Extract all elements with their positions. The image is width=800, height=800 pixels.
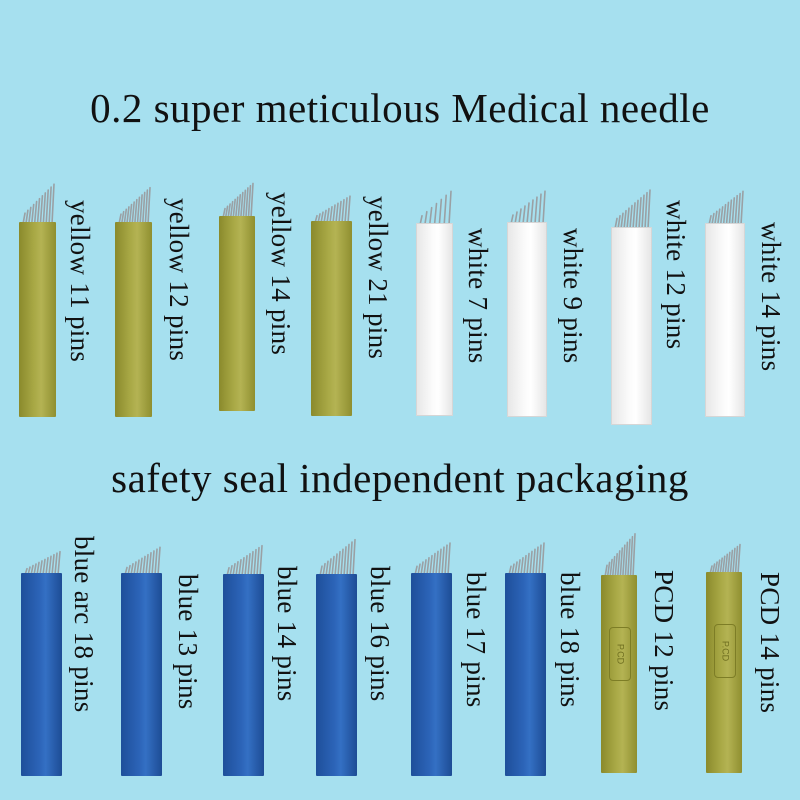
needle-body [507, 222, 547, 417]
needle-row2-1 [121, 543, 162, 776]
needle-label-row1-2: yellow 14 pins [266, 192, 296, 356]
needle-body [21, 573, 62, 776]
needle-label-row2-6: PCD 12 pins [649, 570, 679, 712]
needle-row1-3 [311, 192, 352, 416]
svg-text:P.CD: P.CD [616, 644, 626, 665]
needle-tip-icon [507, 186, 547, 225]
needle-body [19, 222, 56, 417]
needle-tip-icon [316, 534, 357, 577]
needle-tip-icon [219, 178, 255, 219]
needle-tip-icon [611, 184, 652, 230]
needle-label-row1-3: yellow 21 pins [363, 196, 393, 360]
needle-body [416, 223, 453, 416]
needle-body [316, 574, 357, 776]
needle-label-row2-3: blue 16 pins [365, 566, 395, 702]
needle-label-row1-4: white 7 pins [463, 228, 493, 364]
page-title: 0.2 super meticulous Medical needle [90, 85, 710, 131]
needle-body [505, 573, 546, 776]
needle-label-row2-4: blue 17 pins [461, 572, 491, 708]
needle-body [611, 227, 652, 425]
needle-body [219, 216, 255, 411]
needle-body [121, 573, 162, 776]
needle-body: P.CD [706, 572, 742, 773]
needle-label-row2-5: blue 18 pins [555, 572, 585, 708]
needle-row2-3 [316, 534, 357, 776]
svg-text:P.CD: P.CD [721, 641, 731, 662]
needle-tip-icon [505, 538, 546, 576]
needle-body [411, 573, 452, 776]
needle-tip-icon [121, 543, 162, 576]
needle-row2-5 [505, 538, 546, 776]
pcd-logo: P.CD [714, 624, 736, 678]
needle-body [311, 221, 352, 416]
needle-label-row1-6: white 12 pins [661, 200, 691, 350]
needle-label-row2-0: blue arc 18 pins [69, 536, 99, 713]
needle-label-row1-1: yellow 12 pins [164, 198, 194, 362]
needle-tip-icon [601, 527, 637, 578]
needle-row1-4 [416, 186, 453, 416]
needle-body: P.CD [601, 575, 637, 773]
needle-label-row2-7: PCD 14 pins [755, 572, 785, 714]
needle-body [223, 574, 264, 776]
needle-row2-7: P.CD [706, 540, 742, 773]
needle-label-row1-7: white 14 pins [756, 222, 786, 372]
needle-tip-icon [223, 541, 264, 577]
needle-tip-icon [411, 538, 452, 576]
needle-tip-icon [115, 182, 152, 225]
page-subtitle: safety seal independent packaging [111, 455, 689, 501]
needle-row1-6 [611, 184, 652, 425]
needle-label-row1-5: white 9 pins [558, 228, 588, 364]
needle-row2-2 [223, 541, 264, 776]
needle-row2-4 [411, 538, 452, 776]
needle-row2-0 [21, 548, 62, 776]
needle-body [705, 223, 745, 417]
needle-label-row2-2: blue 14 pins [272, 566, 302, 702]
needle-body [115, 222, 152, 417]
needle-tip-icon [21, 548, 62, 576]
needle-tip-icon [311, 192, 352, 224]
needle-row1-5 [507, 186, 547, 417]
needle-tip-icon [706, 540, 742, 575]
needle-row1-0 [19, 178, 56, 417]
needle-tip-icon [705, 186, 745, 226]
needle-row1-1 [115, 182, 152, 417]
needle-label-row1-0: yellow 11 pins [65, 200, 95, 363]
needle-label-row2-1: blue 13 pins [173, 574, 203, 710]
needle-tip-icon [19, 178, 56, 225]
pcd-logo: P.CD [609, 627, 631, 681]
needle-tip-icon [416, 186, 453, 226]
needle-row2-6: P.CD [601, 527, 637, 773]
needle-row1-2 [219, 178, 255, 411]
needle-row1-7 [705, 186, 745, 417]
